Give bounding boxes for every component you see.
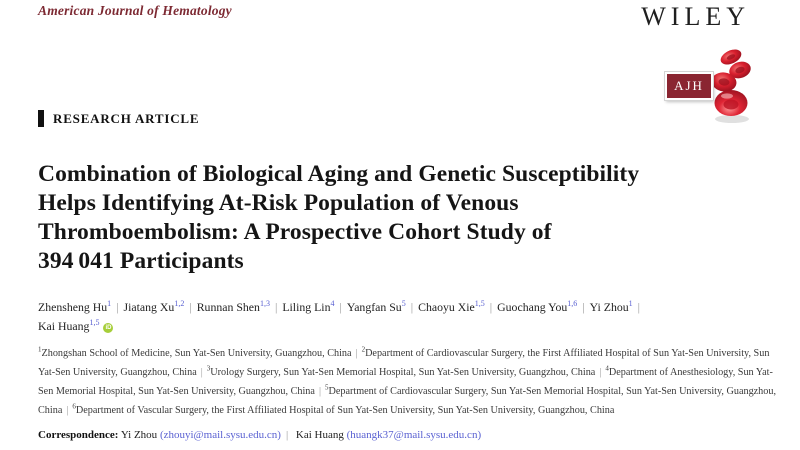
author-name: Kai Huang <box>38 318 90 333</box>
affiliation-text: Department of Vascular Surgery, the Firs… <box>75 405 615 417</box>
affiliation-list: 1Zhongshan School of Medicine, Sun Yat-S… <box>38 343 776 419</box>
correspondence-email-link[interactable]: (huangk37@mail.sysu.edu.cn) <box>346 429 482 441</box>
affiliation-text: Department of Anesthesiology, Sun Yat-Se… <box>38 367 773 398</box>
author: Liling Lin4 <box>282 299 335 314</box>
correspondence-label: Correspondence: <box>38 429 119 441</box>
author-affiliation-sup: 5 <box>401 299 406 308</box>
affiliation-text: Department of Cardiovascular Surgery, Su… <box>38 386 777 417</box>
author-affiliation-sup: 1 <box>107 299 112 308</box>
author-name: Yi Zhou <box>589 299 629 314</box>
affiliation-item: 3Urology Surgery, Sun Yat-Sen Memorial H… <box>206 364 596 379</box>
affiliation-item: 4Department of Anesthesiology, Sun Yat-S… <box>38 364 773 398</box>
category-row: RESEARCH ARTICLE <box>38 110 199 127</box>
ajh-logo-box: AJH <box>665 72 713 100</box>
author-affiliation-sup: 1,2 <box>174 299 185 308</box>
author-separator: | <box>582 299 585 314</box>
author-list: Zhensheng Hu1 | Jiatang Xu1,2 | Runnan Shen1… <box>38 296 758 334</box>
affiliation-number: 3 <box>206 364 211 373</box>
affiliation-number: 2 <box>361 346 366 354</box>
title-line: Combination of Biological Aging and Gene… <box>38 161 640 187</box>
affiliation-text: Department of Cardiovascular Surgery, th… <box>38 348 770 379</box>
wiley-logo: WILEY <box>641 2 750 31</box>
affiliation-separator: | <box>318 386 321 398</box>
affiliation-text: Urology Surgery, Sun Yat-Sen Memorial Ho… <box>210 367 596 379</box>
affiliation-separator: | <box>355 348 358 360</box>
correspondence-email-link[interactable]: (zhouyi@mail.sysu.edu.cn) <box>159 429 281 441</box>
author-affiliation-sup: 1,3 <box>259 299 270 308</box>
author-name: Yangfan Su <box>346 299 402 314</box>
author: Jiatang Xu1,2 <box>123 299 185 314</box>
author-affiliation-sup: 1,6 <box>567 299 578 308</box>
affiliation-text: Zhongshan School of Medicine, Sun Yat-Se… <box>41 348 352 360</box>
affiliation-number: 5 <box>324 383 329 392</box>
author-separator: | <box>339 299 342 314</box>
ajh-journal-logo: AJH <box>660 40 770 125</box>
author: Kai Huang1,5iD <box>38 317 114 333</box>
affiliation-number: 6 <box>72 402 76 411</box>
affiliation-item: 2Department of Cardiovascular Surgery, t… <box>38 346 770 379</box>
author-separator: | <box>637 299 641 314</box>
author-separator: | <box>116 299 119 314</box>
author-separator: | <box>189 299 192 314</box>
author-name: Zhensheng Hu <box>38 299 108 314</box>
affiliation-separator: | <box>599 367 602 379</box>
author-affiliation-sup: 1,5 <box>474 299 485 308</box>
author-name: Liling Lin <box>282 299 331 314</box>
red-blood-cells-icon <box>711 49 751 123</box>
affiliation-separator: | <box>66 405 69 417</box>
author: Chaoyu Xie1,5 <box>418 299 485 314</box>
article-title: Combination of Biological Aging and Gene… <box>38 160 639 276</box>
author-name: Guochang You <box>497 299 568 314</box>
affiliation-separator: | <box>200 367 203 379</box>
correspondence-separator: | <box>285 429 289 441</box>
category-bar-icon <box>38 110 44 127</box>
author-separator: | <box>274 299 278 314</box>
ajh-logo-text: AJH <box>674 78 704 93</box>
correspondence-line: Correspondence: Yi Zhou (zhouyi@mail.sys… <box>38 429 482 441</box>
orcid-icon[interactable]: iD <box>103 322 114 333</box>
author: Yangfan Su5 <box>346 299 406 314</box>
author: Runnan Shen1,3 <box>196 299 270 314</box>
affiliation-item: 6Department of Vascular Surgery, the Fir… <box>72 402 615 417</box>
title-line: Helps Identifying At-Risk Population of … <box>38 190 519 216</box>
author: Zhensheng Hu1 <box>38 299 112 314</box>
affiliation-item: 1Zhongshan School of Medicine, Sun Yat-S… <box>38 346 352 360</box>
affiliation-item: 5Department of Cardiovascular Surgery, S… <box>38 383 777 417</box>
title-line: 394 041 Participants <box>38 248 244 274</box>
author-affiliation-sup: 1,5 <box>89 317 100 327</box>
author-name: Runnan Shen <box>196 299 260 314</box>
category-label: RESEARCH ARTICLE <box>53 110 200 126</box>
author-separator: | <box>489 299 493 314</box>
author-separator: | <box>410 299 414 314</box>
journal-name: American Journal of Hematology <box>38 3 232 18</box>
author-name: Chaoyu Xie <box>418 299 475 314</box>
author: Guochang You1,6 <box>497 299 578 314</box>
author: Yi Zhou1 <box>589 299 633 314</box>
title-line: Thromboembolism: A Prospective Cohort St… <box>38 219 552 245</box>
author-affiliation-sup: 4 <box>330 299 335 308</box>
affiliation-number: 1 <box>38 346 42 354</box>
author-affiliation-sup: 1 <box>628 299 633 308</box>
affiliation-number: 4 <box>605 364 609 373</box>
author-name: Jiatang Xu <box>123 299 175 314</box>
